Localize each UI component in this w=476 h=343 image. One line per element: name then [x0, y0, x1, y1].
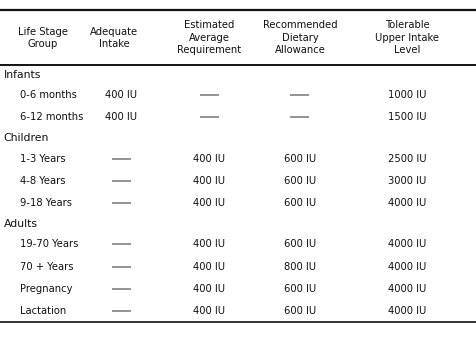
- Text: 400 IU: 400 IU: [193, 154, 226, 164]
- Text: Children: Children: [4, 133, 49, 143]
- Text: 6-12 months: 6-12 months: [20, 113, 84, 122]
- Text: 600 IU: 600 IU: [284, 176, 316, 186]
- Text: 2500 IU: 2500 IU: [387, 154, 426, 164]
- Text: 4000 IU: 4000 IU: [388, 284, 426, 294]
- Text: Estimated
Average
Requirement: Estimated Average Requirement: [178, 20, 241, 55]
- Text: Lactation: Lactation: [20, 306, 67, 316]
- Text: 600 IU: 600 IU: [284, 284, 316, 294]
- Text: Pregnancy: Pregnancy: [20, 284, 73, 294]
- Text: 4000 IU: 4000 IU: [388, 306, 426, 316]
- Text: 70 + Years: 70 + Years: [20, 262, 74, 272]
- Text: 3000 IU: 3000 IU: [388, 176, 426, 186]
- Text: 400 IU: 400 IU: [193, 262, 226, 272]
- Text: 1000 IU: 1000 IU: [388, 90, 426, 100]
- Text: 400 IU: 400 IU: [193, 176, 226, 186]
- Text: 600 IU: 600 IU: [284, 198, 316, 208]
- Text: 600 IU: 600 IU: [284, 306, 316, 316]
- Text: 800 IU: 800 IU: [284, 262, 316, 272]
- Text: Life Stage
Group: Life Stage Group: [18, 26, 68, 49]
- Text: 400 IU: 400 IU: [105, 113, 138, 122]
- Text: Adults: Adults: [4, 219, 38, 229]
- Text: 1-3 Years: 1-3 Years: [20, 154, 66, 164]
- Text: 9-18 Years: 9-18 Years: [20, 198, 72, 208]
- Text: 600 IU: 600 IU: [284, 154, 316, 164]
- Text: 1500 IU: 1500 IU: [387, 113, 426, 122]
- Text: 19-70 Years: 19-70 Years: [20, 239, 79, 249]
- Text: Tolerable
Upper Intake
Level: Tolerable Upper Intake Level: [375, 20, 439, 55]
- Text: 4-8 Years: 4-8 Years: [20, 176, 66, 186]
- Text: Adequate
Intake: Adequate Intake: [90, 26, 139, 49]
- Text: 400 IU: 400 IU: [193, 284, 226, 294]
- Text: 4000 IU: 4000 IU: [388, 262, 426, 272]
- Text: Infants: Infants: [4, 70, 41, 80]
- Text: 4000 IU: 4000 IU: [388, 198, 426, 208]
- Text: 400 IU: 400 IU: [193, 306, 226, 316]
- Text: 400 IU: 400 IU: [105, 90, 138, 100]
- Text: 400 IU: 400 IU: [193, 239, 226, 249]
- Text: 400 IU: 400 IU: [193, 198, 226, 208]
- Text: 0-6 months: 0-6 months: [20, 90, 77, 100]
- Text: 4000 IU: 4000 IU: [388, 239, 426, 249]
- Text: 600 IU: 600 IU: [284, 239, 316, 249]
- Text: Recommended
Dietary
Allowance: Recommended Dietary Allowance: [263, 20, 337, 55]
